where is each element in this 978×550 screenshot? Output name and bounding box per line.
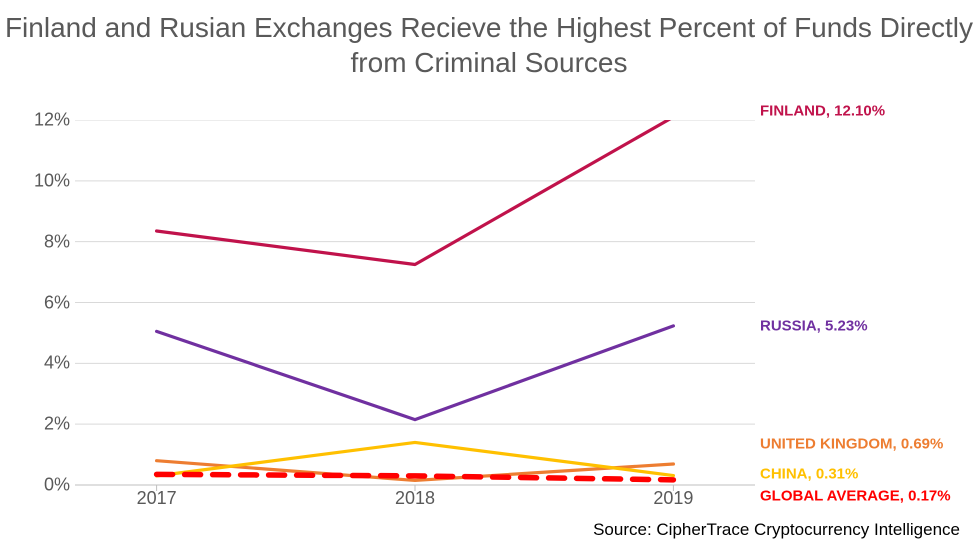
x-axis-labels: 2017 2018 2019 bbox=[75, 488, 755, 518]
y-tick-label: 8% bbox=[15, 231, 70, 252]
plot-area bbox=[75, 120, 755, 485]
y-tick-label: 6% bbox=[15, 292, 70, 313]
chart-container: Finland and Rusian Exchanges Recieve the… bbox=[0, 0, 978, 550]
y-tick-label: 4% bbox=[15, 353, 70, 374]
series-line bbox=[157, 442, 674, 475]
series-label: RUSSIA, 5.23% bbox=[760, 317, 868, 334]
series-label: CHINA, 0.31% bbox=[760, 465, 858, 482]
y-tick-label: 10% bbox=[15, 170, 70, 191]
series-label: FINLAND, 12.10% bbox=[760, 102, 885, 119]
series-end-labels: FINLAND, 12.10%RUSSIA, 5.23%UNITED KINGD… bbox=[760, 120, 975, 485]
chart-title: Finland and Rusian Exchanges Recieve the… bbox=[0, 10, 978, 80]
y-tick-label: 2% bbox=[15, 414, 70, 435]
chart-svg bbox=[75, 120, 755, 495]
series-line bbox=[157, 120, 674, 264]
y-axis-labels: 0%2%4%6%8%10%12% bbox=[15, 120, 70, 485]
series-label: UNITED KINGDOM, 0.69% bbox=[760, 436, 943, 453]
x-tick-label: 2019 bbox=[653, 488, 693, 509]
x-tick-label: 2018 bbox=[395, 488, 435, 509]
series-line bbox=[157, 326, 674, 420]
y-tick-label: 0% bbox=[15, 475, 70, 496]
x-tick-label: 2017 bbox=[137, 488, 177, 509]
y-tick-label: 12% bbox=[15, 110, 70, 131]
series-label: GLOBAL AVERAGE, 0.17% bbox=[760, 487, 951, 504]
source-attribution: Source: CipherTrace Cryptocurrency Intel… bbox=[593, 520, 960, 540]
